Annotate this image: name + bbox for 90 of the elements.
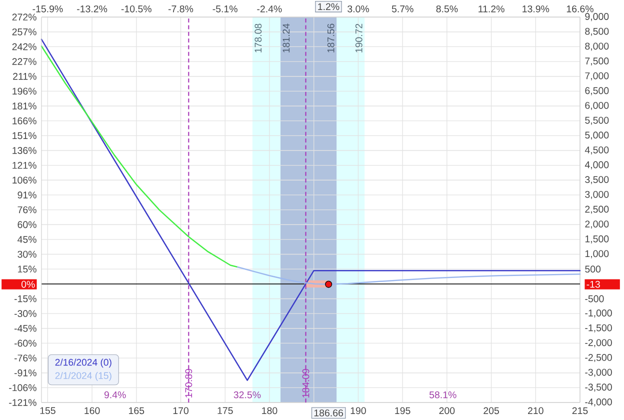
y2-tick-label: 3,500 [585, 176, 609, 184]
y2-tick-label: 2,500 [585, 206, 609, 214]
y-tick-label: 0% [21, 280, 35, 288]
x-tick-label: 170 [173, 407, 188, 414]
y-tick-label: -30% [14, 310, 36, 318]
x2-tick-label: -10.5% [121, 5, 152, 12]
y-tick-label: -45% [14, 324, 36, 332]
y-tick-label: -15% [14, 295, 36, 302]
y2-tick-label: 5,500 [585, 116, 609, 125]
y-tick-label: 30% [18, 250, 36, 258]
y2-tick-label: 2,000 [585, 220, 609, 229]
y-tick-label: 106% [12, 176, 36, 184]
y2-tick-label: -13 [586, 280, 600, 288]
y-tick-label: -60% [14, 340, 36, 347]
x2-tick-label: 16.6% [566, 5, 594, 12]
ref-line-label: 184.09 [302, 368, 310, 398]
y2-tick-label: 1,500 [585, 235, 609, 244]
x2-tick-label: -7.8% [168, 5, 194, 12]
x-tick-label: 160 [84, 407, 100, 414]
y-tick-label: -121% [9, 399, 36, 406]
y-tick-label: 136% [12, 147, 36, 154]
y-tick-label: 45% [18, 236, 36, 243]
annotation: 187.56 [327, 24, 334, 52]
text: 2/16/2024 (0) [55, 358, 112, 368]
y-tick-label: 257% [12, 28, 36, 36]
y2-tick-label: 5,000 [585, 132, 609, 140]
y-tick-label: 166% [12, 117, 36, 124]
annotation: 32.5% [234, 391, 261, 398]
x-tick-label: 215 [572, 407, 588, 414]
y2-tick-label: -1,000 [585, 310, 612, 318]
x2-tick-label: -2.4% [257, 5, 282, 12]
x-tick-label: 210 [528, 407, 544, 414]
y2-tick-label: 8,500 [585, 28, 609, 36]
y2-tick-label: 500 [585, 266, 601, 273]
y-tick-label: 227% [12, 58, 36, 65]
ref-line-label: 170.89 [185, 368, 192, 398]
annotation: 181.24 [282, 24, 290, 52]
x2-tick-label: 13.9% [522, 5, 550, 12]
x-tick-label: 205 [484, 407, 499, 414]
x2-tick-label: -13.2% [77, 5, 108, 12]
x-tick-label: 200 [439, 407, 455, 414]
y-tick-label: 181% [12, 102, 36, 110]
y-tick-label: 242% [12, 43, 36, 50]
y2-tick-label: -1,500 [585, 324, 612, 332]
y-tick-label: -91% [14, 369, 36, 376]
y2-tick-label: 7,000 [585, 72, 609, 80]
x2-tick-label: 11.2% [478, 5, 504, 12]
x-tick-label: 175 [218, 407, 233, 414]
y-tick-label: 151% [12, 132, 36, 140]
y-tick-label: -106% [9, 384, 36, 392]
x2-tick-label: 5.7% [392, 5, 414, 12]
y-tick-label: 196% [12, 88, 36, 95]
y2-tick-label: 4,000 [584, 161, 609, 170]
text: 2/1/2024 (15) [55, 372, 112, 381]
x2-tick-label: -5.1% [212, 5, 238, 12]
y2-tick-label: -3,500 [585, 384, 612, 392]
annotation: 190.72 [355, 24, 362, 52]
y-tick-label: 76% [18, 206, 36, 214]
y2-tick-label: 6,000 [585, 102, 609, 110]
y2-tick-label: 6,500 [585, 87, 609, 96]
x2-tick-label: -15.9% [32, 5, 63, 12]
y-tick-label: 91% [18, 192, 36, 198]
annotation: 58.1% [429, 391, 456, 398]
y-tick-label: 15% [18, 266, 36, 273]
x-tick-label: 195 [395, 407, 410, 414]
y2-tick-label: -2,000 [585, 339, 612, 348]
y2-tick-label: -500 [585, 295, 604, 302]
y2-tick-label: -4,000 [585, 398, 612, 407]
y2-tick-label: -2,500 [585, 354, 612, 362]
x-tick-label: 155 [40, 407, 56, 414]
y2-tick-label: 8,000 [585, 42, 609, 51]
x-tick-label: 180 [262, 407, 278, 414]
annotation: 178.08 [254, 24, 262, 52]
x2-tick-label: 8.5% [436, 5, 458, 12]
y2-tick-label: 4,500 [584, 146, 609, 154]
y-tick-label: 211% [13, 72, 36, 80]
y-tick-label: 60% [18, 221, 36, 228]
y2-tick-label: -3,000 [585, 368, 612, 377]
y2-tick-label: 7,500 [585, 58, 609, 66]
x2-tick-label: 3.0% [348, 5, 370, 12]
x-tick-label: 190 [350, 407, 366, 414]
annotation: 9.4% [104, 391, 126, 398]
y2-tick-label: 9,000 [585, 13, 609, 22]
y-tick-label: 272% [12, 14, 36, 20]
line-series [40, 45, 238, 268]
y-tick-label: -76% [14, 354, 36, 362]
y2-tick-label: 1,000 [585, 250, 609, 258]
y2-tick-label: 3,000 [585, 190, 609, 199]
y-tick-label: 121% [12, 162, 36, 169]
x-tick-label: 165 [129, 407, 144, 414]
